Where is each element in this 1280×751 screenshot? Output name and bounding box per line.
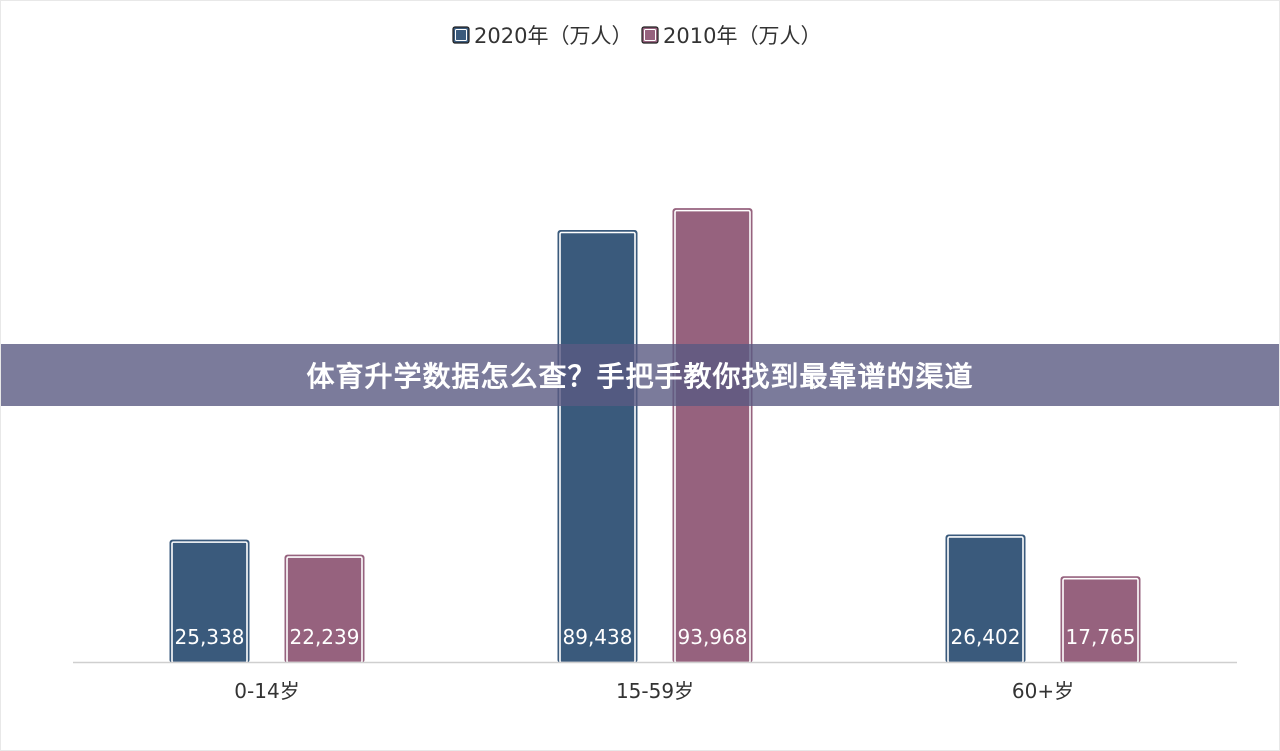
bar-2010-1 (672, 208, 753, 663)
legend: 2020年（万人） 2010年（万人） (452, 24, 821, 48)
bar-2020-2 (945, 534, 1026, 663)
banner-title: 体育升学数据怎么查？手把手教你找到最靠谱的渠道 (306, 360, 974, 393)
legend-swatch-inner (455, 29, 467, 41)
legend-swatch-2010 (641, 26, 659, 44)
bar-2020-1 (557, 230, 638, 663)
bar-2010-0 (284, 554, 365, 663)
x-tick-label: 15-59岁 (616, 679, 694, 703)
bar-value-label: 93,968 (678, 625, 748, 649)
title-banner: 体育升学数据怎么查？手把手教你找到最靠谱的渠道 (0, 344, 1280, 406)
x-axis-ticks: 0-14岁 15-59岁 60+岁 (234, 679, 1074, 703)
legend-swatch-2020 (452, 26, 470, 44)
legend-label: 2010年（万人） (663, 24, 821, 48)
bar-2010-2 (1060, 576, 1141, 663)
bars-group: 25,338 22,239 89,438 93,968 26,402 17,765 (169, 208, 1141, 664)
bar-value-label: 26,402 (951, 625, 1021, 649)
bar-value-label: 17,765 (1066, 625, 1136, 649)
bar-2020-0 (169, 539, 250, 663)
bar-value-label: 25,338 (175, 625, 245, 649)
x-tick-label: 60+岁 (1012, 679, 1074, 703)
legend-swatch-inner (644, 29, 656, 41)
bar-value-label: 89,438 (563, 625, 633, 649)
legend-label: 2020年（万人） (474, 24, 632, 48)
x-tick-label: 0-14岁 (234, 679, 299, 703)
bar-value-label: 22,239 (290, 625, 360, 649)
